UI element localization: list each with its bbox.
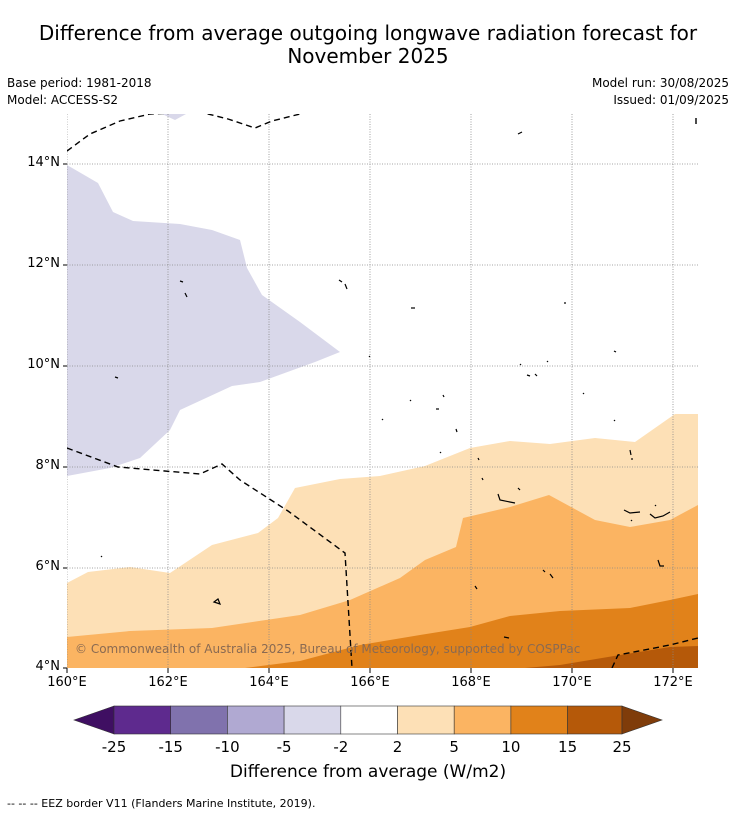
lat-label-14n: 14°N: [27, 155, 60, 170]
colorbar-box-8: [510, 705, 568, 735]
lat-label-12n: 12°N: [27, 256, 60, 271]
colorbar-label-minus10: -10: [215, 738, 240, 756]
lat-label-4n: 4°N: [35, 659, 61, 674]
title-line-2: November 2025: [287, 44, 449, 68]
meta-right: Model run: 30/08/2025 Issued: 01/09/2025: [592, 75, 729, 109]
axis-ticks: [63, 163, 674, 673]
colorbar-label-5: 5: [449, 738, 459, 756]
lat-label-8n: 8°N: [35, 458, 61, 473]
colorbar-box-5: [340, 705, 398, 735]
model-run: Model run: 30/08/2025: [591, 76, 729, 90]
colorbar-box-2: [170, 705, 228, 735]
colorbar-extend-high: [621, 705, 663, 735]
eez-borders: [67, 114, 698, 668]
colorbar-box-7: [453, 705, 512, 735]
colorbar-box-9: [567, 705, 623, 735]
colorbar-box-1: [113, 705, 172, 735]
colorbar-label-10: 10: [501, 738, 521, 756]
lat-label-10n: 10°N: [27, 357, 60, 372]
gridlines: [67, 114, 698, 668]
colorbar-label-2: 2: [392, 738, 403, 756]
lon-label-160e: 160°E: [47, 675, 87, 690]
title-line-1: Difference from average outgoing longwav…: [38, 21, 698, 45]
copyright-text: © Commonwealth of Australia 2025, Bureau…: [75, 642, 580, 656]
islands: [100, 131, 671, 639]
lon-label-162e: 162°E: [148, 675, 188, 690]
colorbar-box-4: [283, 705, 342, 735]
map-plot-area: [67, 114, 698, 668]
meta-left: Base period: 1981-2018 Model: ACCESS-S2: [7, 75, 152, 109]
colorbar-label-minus15: -15: [158, 738, 183, 756]
lat-label-6n: 6°N: [35, 559, 61, 574]
colorbar-box-3: [227, 705, 285, 735]
lon-label-170e: 170°E: [552, 675, 592, 690]
colorbar-label-minus25: -25: [101, 738, 127, 756]
lon-label-164e: 164°E: [249, 675, 289, 690]
map-title: Difference from average outgoing longwav…: [0, 22, 736, 68]
base-period: Base period: 1981-2018: [7, 76, 152, 90]
lon-label-168e: 168°E: [451, 675, 491, 690]
colorbar-box-6: [397, 705, 455, 735]
issued-date: Issued: 01/09/2025: [613, 93, 729, 107]
eez-footnote: -- -- -- EEZ border V11 (Flanders Marine…: [7, 797, 316, 810]
colorbar: [73, 705, 663, 735]
contour-minus-5-to-minus-2: [67, 165, 340, 476]
colorbar-label-15: 15: [558, 738, 578, 756]
colorbar-extend-low: [73, 705, 115, 735]
lon-label-172e: 172°E: [653, 675, 693, 690]
contour-15-to-25: [525, 646, 698, 668]
lon-label-166e: 166°E: [350, 675, 390, 690]
colorbar-label-25: 25: [612, 738, 632, 756]
colorbar-label-minus2: -2: [333, 738, 349, 756]
colorbar-label-minus5: -5: [276, 738, 292, 756]
contour-minus-5-to-minus-2-top: [162, 114, 186, 120]
contour-10-to-15: [245, 594, 698, 668]
colorbar-title: Difference from average (W/m2): [229, 762, 507, 782]
model-name: Model: ACCESS-S2: [7, 93, 119, 107]
